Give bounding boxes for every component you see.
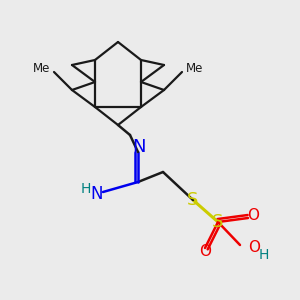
Text: N: N bbox=[132, 138, 146, 156]
Text: O: O bbox=[247, 208, 259, 224]
Text: O: O bbox=[199, 244, 211, 259]
Text: N: N bbox=[91, 185, 103, 203]
Text: Me: Me bbox=[186, 62, 203, 76]
Text: S: S bbox=[212, 213, 224, 231]
Text: H: H bbox=[259, 248, 269, 262]
Text: Me: Me bbox=[33, 62, 50, 76]
Text: S: S bbox=[187, 191, 199, 209]
Text: H: H bbox=[81, 182, 91, 196]
Text: O: O bbox=[248, 241, 260, 256]
